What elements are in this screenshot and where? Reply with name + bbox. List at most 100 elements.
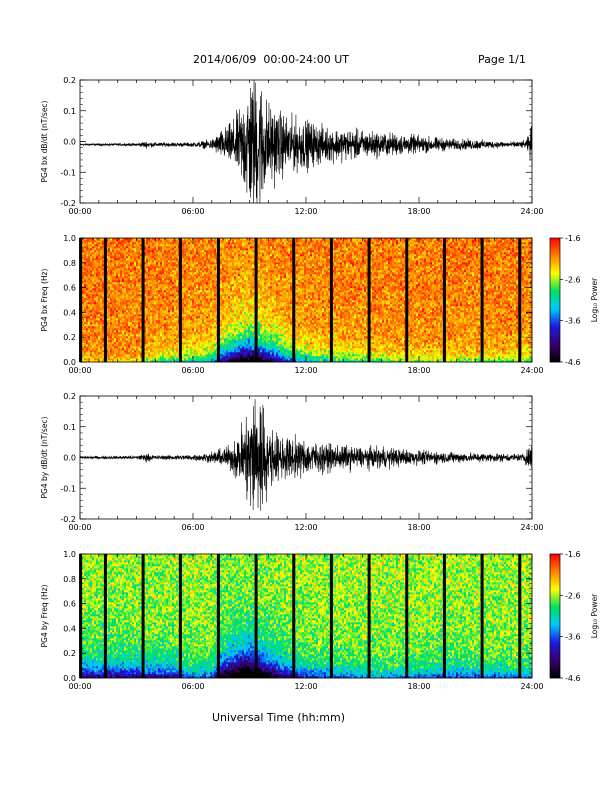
spectrogram-cell xyxy=(88,246,90,248)
spectrogram-cell xyxy=(90,356,92,358)
spectrogram-cell xyxy=(164,348,166,350)
spectrogram-cell xyxy=(156,304,158,306)
spectrogram-cell xyxy=(96,268,98,270)
spectrogram-cell xyxy=(138,318,140,320)
spectrogram-cell xyxy=(86,256,88,258)
spectrogram-cell xyxy=(84,314,86,316)
spectrogram-cell xyxy=(130,276,132,278)
spectrogram-cell xyxy=(172,272,174,274)
spectrogram-cell xyxy=(120,258,122,260)
spectrogram-cell xyxy=(132,258,134,260)
spectrogram-cell xyxy=(226,242,228,244)
spectrogram-cell xyxy=(120,290,122,292)
spectrogram-cell xyxy=(236,338,238,340)
spectrogram-cell xyxy=(208,340,210,342)
spectrogram-cell xyxy=(138,332,140,334)
spectrogram-cell xyxy=(206,340,208,342)
spectrogram-cell xyxy=(214,260,216,262)
spectrogram-cell xyxy=(116,264,118,266)
spectrogram-cell xyxy=(182,274,184,276)
spectrogram-cell xyxy=(136,352,138,354)
spectrogram-cell xyxy=(232,354,234,356)
spectrogram-cell xyxy=(210,326,212,328)
spectrogram-cell xyxy=(100,354,102,356)
spectrogram-cell xyxy=(188,326,190,328)
spectrogram-cell xyxy=(122,248,124,250)
spectrogram-cell xyxy=(206,262,208,264)
spectrogram-cell xyxy=(90,310,92,312)
spectrogram-cell xyxy=(112,346,114,348)
spectrogram-cell xyxy=(134,292,136,294)
spectrogram-cell xyxy=(148,260,150,262)
spectrogram-cell xyxy=(158,292,160,294)
spectrogram-cell xyxy=(92,266,94,268)
spectrogram-cell xyxy=(128,268,130,270)
spectrogram-cell xyxy=(160,296,162,298)
spectrogram-cell xyxy=(198,352,200,354)
spectrogram-cell xyxy=(108,348,110,350)
spectrogram-cell xyxy=(158,290,160,292)
spectrogram-cell xyxy=(226,314,228,316)
spectrogram-cell xyxy=(88,348,90,350)
spectrogram-cell xyxy=(234,318,236,320)
spectrogram-cell xyxy=(172,252,174,254)
spectrogram-cell xyxy=(224,244,226,246)
spectrogram-cell xyxy=(228,300,230,302)
spectrogram-cell xyxy=(212,290,214,292)
spectrogram-cell xyxy=(224,314,226,316)
spectrogram-cell xyxy=(158,304,160,306)
spectrogram-cell xyxy=(124,292,126,294)
spectrogram-cell xyxy=(98,332,100,334)
spectrogram-cell xyxy=(130,306,132,308)
spectrogram-cell xyxy=(206,308,208,310)
spectrogram-cell xyxy=(92,298,94,300)
spectrogram-cell xyxy=(224,336,226,338)
spectrogram-cell xyxy=(202,324,204,326)
spectrogram-cell xyxy=(200,240,202,242)
spectrogram-cell xyxy=(116,294,118,296)
spectrogram-cell xyxy=(192,334,194,336)
spectrogram-cell xyxy=(150,354,152,356)
spectrogram-cell xyxy=(228,342,230,344)
spectrogram-cell xyxy=(190,352,192,354)
spectrogram-cell xyxy=(110,306,112,308)
spectrogram-cell xyxy=(200,242,202,244)
spectrogram-cell xyxy=(98,288,100,290)
spectrogram-cell xyxy=(154,350,156,352)
spectrogram-cell xyxy=(232,322,234,324)
spectrogram-cell xyxy=(82,280,84,282)
spectrogram-cell xyxy=(198,282,200,284)
spectrogram-cell xyxy=(96,274,98,276)
spectrogram-cell xyxy=(124,306,126,308)
spectrogram-cell xyxy=(230,264,232,266)
spectrogram-cell xyxy=(208,250,210,252)
spectrogram-cell xyxy=(186,240,188,242)
spectrogram-cell xyxy=(222,290,224,292)
spectrogram-cell xyxy=(184,338,186,340)
spectrogram-cell xyxy=(198,256,200,258)
spectrogram-cell xyxy=(98,342,100,344)
spectrogram-cell xyxy=(224,252,226,254)
spectrogram-cell xyxy=(120,314,122,316)
spectrogram-cell xyxy=(196,240,198,242)
spectrogram-cell xyxy=(166,312,168,314)
spectrogram-cell xyxy=(202,322,204,324)
spectrogram-cell xyxy=(236,280,238,282)
spectrogram-cell xyxy=(202,254,204,256)
spectrogram-cell xyxy=(226,262,228,264)
spectrogram-cell xyxy=(182,278,184,280)
x-tick-label: 00:00 xyxy=(68,207,91,216)
spectrogram-cell xyxy=(172,256,174,258)
spectrogram-cell xyxy=(206,350,208,352)
spectrogram-cell xyxy=(172,332,174,334)
spectrogram-cell xyxy=(232,254,234,256)
spectrogram-cell xyxy=(222,242,224,244)
spectrogram-cell xyxy=(86,244,88,246)
spectrogram-cell xyxy=(120,306,122,308)
spectrogram-cell xyxy=(124,354,126,356)
spectrogram-cell xyxy=(96,298,98,300)
spectrogram-cell xyxy=(166,338,168,340)
spectrogram-cell xyxy=(220,342,222,344)
spectrogram-cell xyxy=(176,334,178,336)
spectrogram-cell xyxy=(92,244,94,246)
